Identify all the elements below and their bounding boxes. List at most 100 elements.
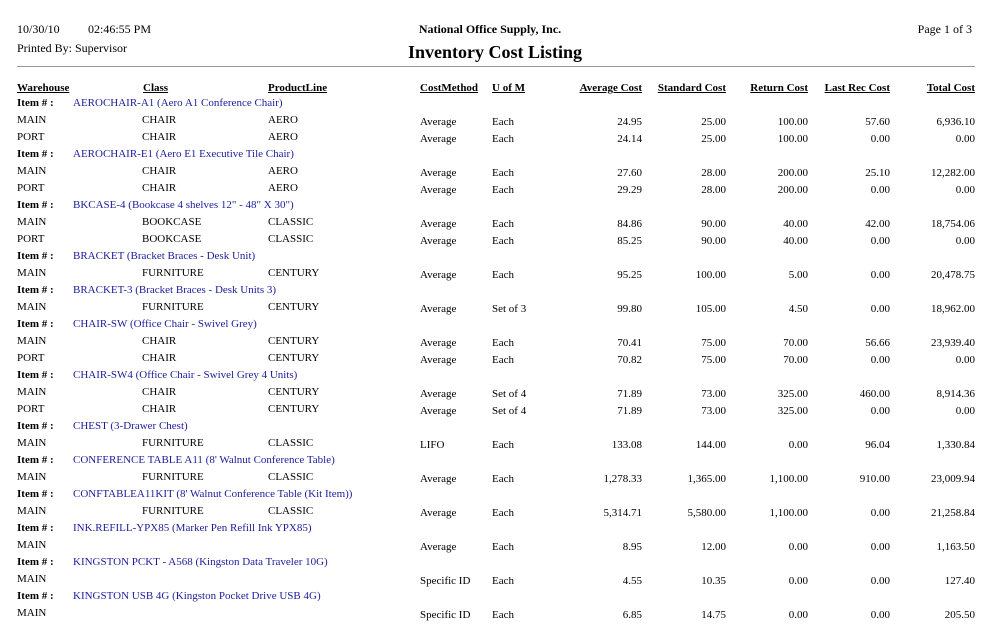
cell: 21,258.84 — [931, 507, 975, 519]
cell: 12,282.00 — [931, 167, 975, 179]
cell: FURNITURE — [142, 267, 204, 279]
cell: Average — [420, 507, 457, 519]
item-name: CONFTABLEA11KIT (8' Walnut Conference Ta… — [73, 488, 353, 500]
column-header: Total Cost — [926, 82, 975, 94]
cell: Average — [420, 303, 457, 315]
cell: Average — [420, 167, 457, 179]
item-name: AEROCHAIR-A1 (Aero A1 Conference Chair) — [73, 97, 283, 109]
cell: 85.25 — [617, 235, 642, 247]
cell: 25.10 — [865, 167, 890, 179]
report-time: 02:46:55 PM — [88, 22, 152, 36]
cell: 100.00 — [695, 269, 726, 281]
item-label: Item # : — [17, 284, 54, 296]
item-label: Item # : — [17, 199, 54, 211]
cell: 12.00 — [701, 541, 726, 553]
cell: 5.00 — [788, 269, 808, 281]
column-header: ProductLine — [268, 82, 328, 94]
cell: 27.60 — [617, 167, 642, 179]
cell: 0.00 — [870, 133, 890, 145]
cell: 28.00 — [701, 167, 726, 179]
cell: Specific ID — [420, 609, 471, 621]
cell: 73.00 — [701, 388, 726, 400]
cell: 18,962.00 — [931, 303, 975, 315]
cell: 90.00 — [701, 218, 726, 230]
cell: MAIN — [17, 165, 47, 177]
cell: Average — [420, 337, 457, 349]
cell: Average — [420, 473, 457, 485]
cell: 75.00 — [701, 337, 726, 349]
cell: 20,478.75 — [931, 269, 975, 281]
cell: CHAIR — [142, 131, 177, 143]
page-number: Page 1 of 3 — [917, 22, 972, 36]
cell: Each — [492, 473, 514, 485]
cell: Average — [420, 269, 457, 281]
cell: Each — [492, 337, 514, 349]
cell: AERO — [268, 165, 298, 177]
cell: 1,365.00 — [687, 473, 727, 485]
cell: 4.55 — [622, 575, 642, 587]
report-title: Inventory Cost Listing — [407, 42, 582, 62]
cell: MAIN — [17, 301, 47, 313]
item-name: BKCASE-4 (Bookcase 4 shelves 12" - 48" X… — [73, 199, 294, 211]
item-name: BRACKET-3 (Bracket Braces - Desk Units 3… — [73, 284, 277, 296]
cell: 0.00 — [870, 354, 890, 366]
item-name: INK.REFILL-YPX85 (Marker Pen Refill Ink … — [73, 522, 312, 534]
item-name: AEROCHAIR-E1 (Aero E1 Executive Tile Cha… — [73, 148, 294, 160]
cell: Average — [420, 116, 457, 128]
cell: Each — [492, 354, 514, 366]
cell: Set of 4 — [492, 405, 527, 417]
cell: CHAIR — [142, 165, 177, 177]
cell: Average — [420, 354, 457, 366]
cell: MAIN — [17, 216, 47, 228]
cell: CLASSIC — [268, 505, 314, 517]
cell: Average — [420, 388, 457, 400]
cell: Each — [492, 269, 514, 281]
cell: Each — [492, 507, 514, 519]
cell: 200.00 — [777, 167, 808, 179]
cell: CLASSIC — [268, 233, 314, 245]
cell: 0.00 — [870, 269, 890, 281]
item-label: Item # : — [17, 420, 54, 432]
item-label: Item # : — [17, 250, 54, 262]
cell: CENTURY — [268, 403, 320, 415]
cell: Each — [492, 235, 514, 247]
cell: CHAIR — [142, 403, 177, 415]
cell: 70.00 — [783, 337, 808, 349]
item-label: Item # : — [17, 97, 54, 109]
cell: 127.40 — [944, 575, 975, 587]
cell: CENTURY — [268, 352, 320, 364]
header-rule — [17, 66, 975, 67]
cell: 71.89 — [617, 388, 642, 400]
cell: Average — [420, 405, 457, 417]
cell: 0.00 — [955, 354, 975, 366]
cell: FURNITURE — [142, 471, 204, 483]
column-header: Average Cost — [579, 82, 642, 94]
cell: 144.00 — [695, 439, 726, 451]
cell: 6.85 — [622, 609, 642, 621]
cell: 0.00 — [870, 609, 890, 621]
cell: 28.00 — [701, 184, 726, 196]
cell: 18,754.06 — [931, 218, 975, 230]
cell: CHAIR — [142, 352, 177, 364]
item-label: Item # : — [17, 590, 54, 602]
cell: Average — [420, 235, 457, 247]
item-label: Item # : — [17, 522, 54, 534]
cell: CENTURY — [268, 301, 320, 313]
cell: 0.00 — [870, 405, 890, 417]
cell: 100.00 — [777, 116, 808, 128]
cell: 0.00 — [788, 575, 808, 587]
cell: MAIN — [17, 471, 47, 483]
cell: 0.00 — [955, 133, 975, 145]
cell: CHAIR — [142, 386, 177, 398]
cell: Each — [492, 575, 514, 587]
cell: Each — [492, 184, 514, 196]
item-label: Item # : — [17, 369, 54, 381]
item-label: Item # : — [17, 148, 54, 160]
cell: 1,100.00 — [769, 507, 809, 519]
cell: 95.25 — [617, 269, 642, 281]
cell: 23,009.94 — [931, 473, 975, 485]
cell: CHAIR — [142, 182, 177, 194]
cell: 0.00 — [870, 507, 890, 519]
cell: MAIN — [17, 335, 47, 347]
